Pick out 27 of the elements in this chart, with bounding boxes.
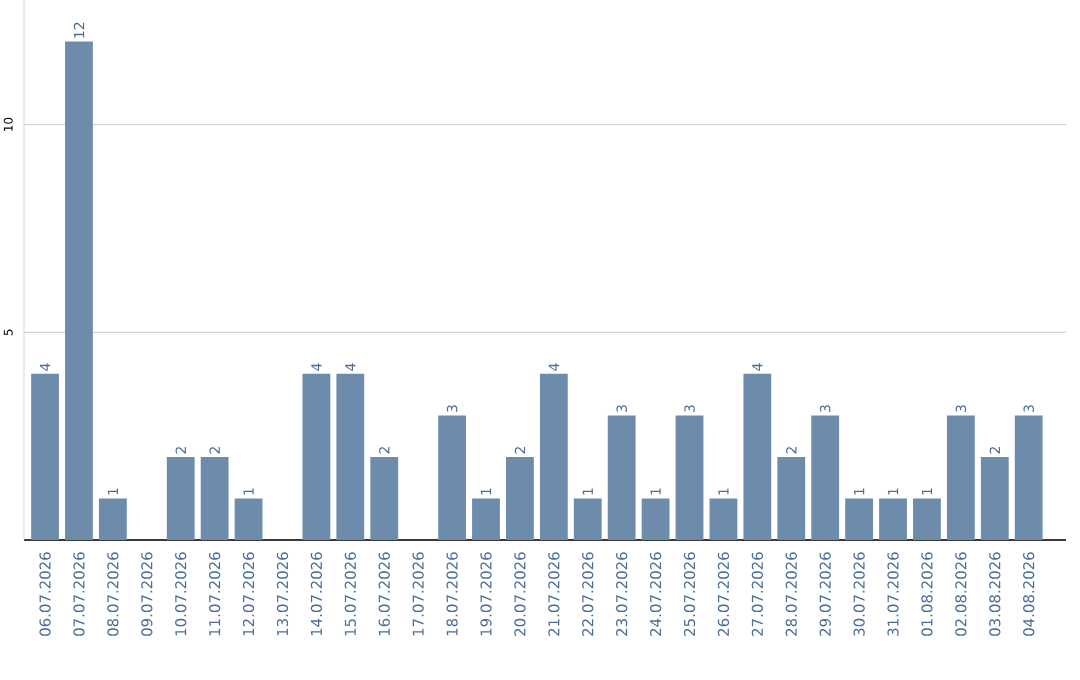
bar xyxy=(980,456,1009,540)
bar xyxy=(506,456,534,540)
bar xyxy=(336,373,365,540)
bar xyxy=(845,498,874,540)
bar xyxy=(607,415,636,540)
bar xyxy=(166,456,195,540)
bar xyxy=(234,498,263,540)
bar xyxy=(675,415,704,540)
bar xyxy=(1014,415,1043,540)
bar xyxy=(641,498,670,540)
bar xyxy=(913,498,941,540)
bar xyxy=(879,498,907,540)
bar xyxy=(370,456,399,540)
bar xyxy=(573,498,602,540)
bar xyxy=(302,373,331,540)
bar xyxy=(438,415,466,540)
bar xyxy=(811,415,840,540)
bar xyxy=(709,498,738,540)
bar xyxy=(743,373,772,540)
bar xyxy=(539,373,568,540)
bar xyxy=(946,415,975,540)
bar xyxy=(31,373,59,540)
bar xyxy=(777,456,806,540)
bar xyxy=(98,498,127,540)
bar xyxy=(65,41,93,540)
bar xyxy=(200,456,229,540)
bar xyxy=(472,498,500,540)
